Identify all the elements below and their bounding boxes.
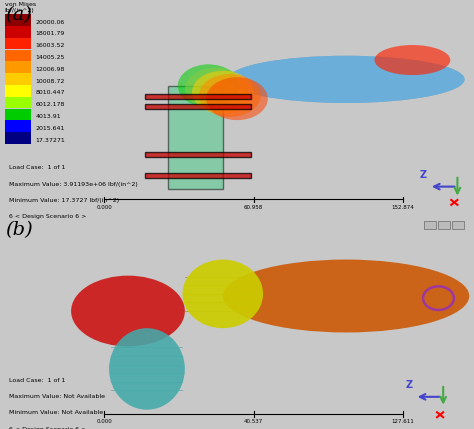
Text: 40.537: 40.537 [244,420,263,424]
FancyBboxPatch shape [5,14,31,26]
Text: Z: Z [405,381,412,390]
FancyBboxPatch shape [5,50,31,61]
Text: 2015.641: 2015.641 [36,126,65,131]
Ellipse shape [228,56,465,103]
Ellipse shape [228,56,465,103]
FancyBboxPatch shape [452,221,464,229]
FancyBboxPatch shape [145,173,251,178]
Ellipse shape [228,56,465,103]
FancyBboxPatch shape [145,94,251,99]
Text: 4013.91: 4013.91 [36,114,61,119]
Text: Z: Z [419,170,427,180]
Text: 0.000: 0.000 [96,205,112,210]
Text: 10008.72: 10008.72 [36,79,65,84]
Text: 0.000: 0.000 [96,420,112,424]
FancyBboxPatch shape [5,132,31,144]
FancyBboxPatch shape [5,97,31,108]
Ellipse shape [192,71,254,114]
Ellipse shape [374,45,450,75]
Text: Load Case:  1 of 1

Maximum Value: Not Available

Minimum Value: Not Available

: Load Case: 1 of 1 Maximum Value: Not Ava… [9,378,106,429]
Text: (b): (b) [5,221,33,239]
FancyBboxPatch shape [145,105,251,109]
Ellipse shape [182,260,263,328]
Text: 14005.25: 14005.25 [36,55,65,60]
Text: Stress
von Mises
lbf/(in^2): Stress von Mises lbf/(in^2) [5,0,36,13]
FancyBboxPatch shape [168,86,223,189]
Ellipse shape [178,64,239,107]
Ellipse shape [206,77,268,120]
Ellipse shape [109,328,185,410]
Text: 17.37271: 17.37271 [36,138,65,143]
FancyBboxPatch shape [5,121,31,132]
Text: 152.874: 152.874 [392,205,414,210]
Text: 20000.06: 20000.06 [36,20,65,25]
Text: Load Case:  1 of 1

Maximum Value: 3.91193e+06 lbf/(in^2)

Minimum Value: 17.372: Load Case: 1 of 1 Maximum Value: 3.91193… [9,165,138,219]
Text: 12006.98: 12006.98 [36,67,65,72]
Ellipse shape [199,74,261,117]
Ellipse shape [71,275,185,347]
FancyBboxPatch shape [438,221,450,229]
FancyBboxPatch shape [5,109,31,120]
FancyBboxPatch shape [5,26,31,38]
FancyBboxPatch shape [5,85,31,97]
FancyBboxPatch shape [424,221,436,229]
Text: 60.958: 60.958 [244,205,263,210]
Ellipse shape [223,260,469,332]
Text: (a): (a) [5,6,32,24]
FancyBboxPatch shape [5,61,31,73]
FancyBboxPatch shape [5,73,31,85]
Text: 8010.447: 8010.447 [36,91,65,96]
Text: 16003.52: 16003.52 [36,43,65,48]
Text: 18001.79: 18001.79 [36,31,65,36]
FancyBboxPatch shape [145,152,251,157]
Text: 127.611: 127.611 [392,420,414,424]
Text: 6012.178: 6012.178 [36,102,65,107]
Ellipse shape [185,68,246,111]
FancyBboxPatch shape [5,38,31,49]
